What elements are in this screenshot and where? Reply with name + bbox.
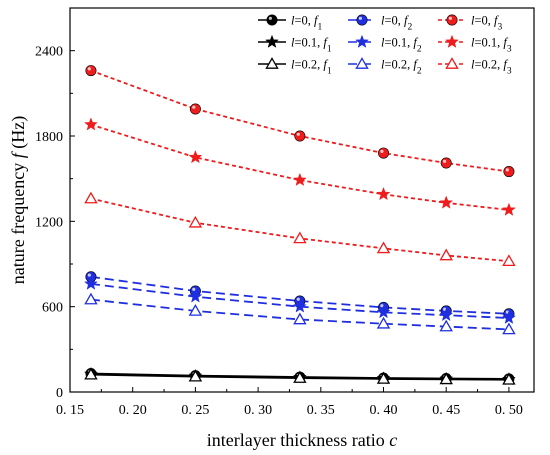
data-point-4-2: [292, 299, 307, 313]
legend-marker: [445, 34, 459, 48]
legend-entry-1: l=0.1, f1: [258, 34, 332, 55]
data-point-4-5: [501, 310, 516, 324]
data-point-5-4: [439, 319, 453, 332]
x-tick-label: 0. 20: [119, 403, 147, 418]
y-tick-label: 0: [56, 386, 63, 401]
legend-marker: [266, 14, 278, 26]
series-2: [84, 367, 516, 385]
data-point-2-5: [502, 372, 516, 385]
legend-entry-6: l=0, f3: [438, 14, 503, 33]
data-point-6-5: [503, 166, 515, 178]
series-line-2: [90, 373, 509, 381]
series-line-6: [90, 69, 510, 173]
x-tick-label: 0. 50: [495, 403, 523, 418]
data-point-7-0: [83, 117, 98, 131]
data-point-6-4: [440, 157, 452, 169]
data-point-5-5: [502, 322, 516, 335]
series-8: [84, 191, 516, 267]
data-point-6-2: [294, 130, 306, 142]
legend-label: l=0, f2: [381, 14, 413, 33]
legend-label: l=0.2, f3: [471, 58, 512, 77]
data-point-7-1: [188, 150, 203, 164]
data-point-2-4: [439, 372, 453, 385]
legend-marker: [355, 57, 369, 69]
data-point-8-0: [84, 191, 98, 204]
data-point-4-4: [439, 307, 454, 322]
y-axis-title: nature frequency f (Hz): [8, 116, 29, 284]
legend-marker: [265, 34, 279, 48]
legend-entry-4: l=0.1, f2: [348, 34, 422, 55]
data-point-2-3: [376, 372, 391, 384]
axes: 0. 15 0. 20 0. 25 0. 30 0. 35 0. 40 0. 45 0. 50…: [35, 7, 535, 418]
legend-marker: [356, 14, 368, 26]
x-tick-label: 0. 30: [244, 403, 272, 418]
series-3: [85, 271, 515, 320]
data-point-7-2: [292, 172, 307, 187]
legend-marker: [355, 34, 369, 48]
legend-marker: [445, 57, 459, 69]
legend-entry-5: l=0.2, f2: [348, 57, 422, 77]
data-point-8-2: [293, 231, 307, 244]
data-point-7-3: [376, 186, 391, 201]
legend-entry-0: l=0, f1: [258, 14, 323, 33]
data-point-5-3: [376, 316, 391, 329]
data-point-2-0: [84, 367, 98, 380]
data-point-7-4: [439, 195, 454, 209]
series-6: [85, 65, 515, 178]
y-tick-label: 600: [42, 301, 63, 316]
series-4: [83, 276, 516, 324]
y-tick-label: 1800: [35, 130, 63, 145]
legend-marker: [446, 14, 458, 26]
series-7: [83, 117, 516, 216]
x-axis-title: interlayer thickness ratio c: [207, 430, 397, 450]
data-point-6-3: [378, 147, 390, 159]
data-point-4-1: [188, 289, 203, 303]
x-tick-label: 0. 25: [181, 403, 209, 418]
data-point-8-4: [439, 248, 453, 261]
data-point-6-0: [85, 65, 97, 77]
series-line-7: [90, 123, 510, 211]
x-tick-label: 0. 35: [307, 403, 335, 418]
data-point-2-2: [293, 371, 307, 383]
legend-label: l=0.2, f1: [291, 58, 332, 77]
series-line-8: [90, 197, 510, 263]
y-tick-label: 1200: [35, 215, 63, 230]
x-tick-label: 0. 45: [432, 403, 460, 418]
data-point-8-1: [188, 215, 203, 228]
y-tick-label: 2400: [35, 45, 63, 60]
series-line-4: [90, 283, 509, 319]
legend: l=0, f1 l=0.1, f1 l=0.2, f1 l=0, f2 l=0.1, f…: [258, 14, 512, 77]
series-5: [84, 292, 516, 335]
data-point-5-1: [188, 304, 203, 316]
data-point-7-5: [501, 202, 516, 216]
legend-marker: [265, 57, 279, 69]
plot-frame: [69, 7, 535, 393]
legend-label: l=0, f3: [471, 14, 503, 33]
data-point-6-1: [189, 103, 201, 115]
legend-label: l=0.1, f3: [471, 36, 512, 55]
plot-marks: [83, 65, 516, 386]
legend-label: l=0.2, f2: [381, 58, 422, 77]
data-point-4-0: [83, 276, 98, 290]
data-point-4-3: [376, 305, 391, 319]
data-point-5-0: [84, 292, 98, 305]
legend-entry-8: l=0.2, f3: [438, 57, 512, 77]
data-point-5-2: [293, 312, 307, 325]
data-point-8-5: [502, 254, 516, 267]
legend-label: l=0, f1: [291, 14, 323, 33]
data-point-8-3: [376, 241, 391, 254]
legend-label: l=0.1, f1: [291, 36, 332, 55]
legend-label: l=0.1, f2: [381, 36, 422, 55]
x-tick-label: 0. 15: [56, 403, 84, 418]
series-line-3: [90, 275, 509, 315]
legend-entry-2: l=0.2, f1: [258, 57, 332, 77]
legend-entry-3: l=0, f2: [348, 14, 413, 33]
legend-entry-7: l=0.1, f3: [438, 34, 512, 55]
data-point-2-1: [188, 369, 203, 382]
series-line-5: [90, 298, 509, 331]
x-tick-label: 0. 40: [370, 403, 398, 418]
